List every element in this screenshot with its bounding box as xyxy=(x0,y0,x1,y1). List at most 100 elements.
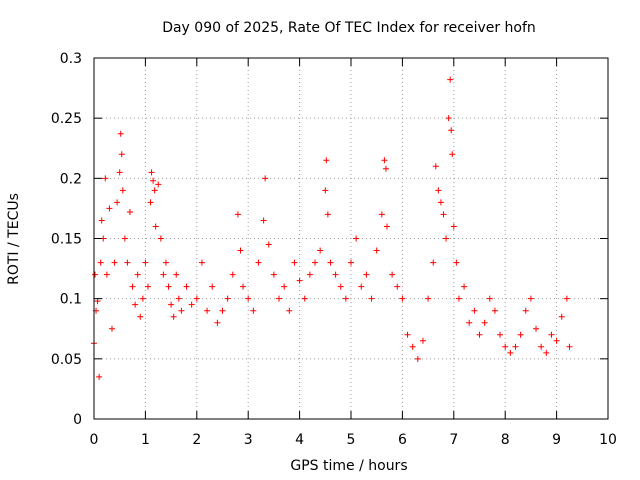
data-point xyxy=(368,295,375,302)
data-point xyxy=(229,271,236,278)
data-point xyxy=(103,271,110,278)
data-point xyxy=(157,235,164,242)
data-point xyxy=(144,283,151,290)
data-point xyxy=(291,259,298,266)
data-point xyxy=(173,271,180,278)
data-point xyxy=(447,76,454,83)
data-point xyxy=(450,223,457,230)
data-point xyxy=(445,115,452,122)
data-point xyxy=(342,295,349,302)
x-tick-label: 3 xyxy=(244,432,253,448)
data-point xyxy=(151,187,158,194)
data-point xyxy=(425,295,432,302)
data-point xyxy=(435,187,442,194)
y-tick-label: 0.1 xyxy=(60,292,82,308)
data-point xyxy=(250,307,257,314)
data-point xyxy=(324,211,331,218)
data-point xyxy=(183,283,190,290)
data-point xyxy=(502,343,509,350)
data-point xyxy=(419,337,426,344)
data-point xyxy=(108,325,115,332)
data-point xyxy=(378,211,385,218)
data-point xyxy=(276,295,283,302)
data-point xyxy=(155,181,162,188)
data-point xyxy=(193,295,200,302)
data-point xyxy=(121,235,128,242)
x-tick-label: 2 xyxy=(192,432,201,448)
data-point xyxy=(97,259,104,266)
data-point xyxy=(240,283,247,290)
data-point xyxy=(148,169,155,176)
x-tick-label: 8 xyxy=(501,432,510,448)
data-point xyxy=(142,259,149,266)
data-point xyxy=(358,283,365,290)
data-point xyxy=(245,295,252,302)
data-point xyxy=(111,259,118,266)
data-point xyxy=(455,295,462,302)
data-point xyxy=(522,307,529,314)
data-point xyxy=(139,295,146,302)
axis-ticks xyxy=(93,57,609,420)
data-point xyxy=(381,157,388,164)
data-point xyxy=(533,325,540,332)
data-point xyxy=(353,235,360,242)
grid-lines xyxy=(94,58,608,419)
data-point xyxy=(322,187,329,194)
data-point xyxy=(399,295,406,302)
x-tick-label: 10 xyxy=(599,432,617,448)
data-point xyxy=(317,247,324,254)
data-point xyxy=(198,259,205,266)
data-point xyxy=(129,283,136,290)
y-tick-labels: 0 0.05 0.1 0.15 0.2 0.25 0.3 xyxy=(51,51,82,428)
y-tick-label: 0.05 xyxy=(51,352,82,368)
data-point xyxy=(332,271,339,278)
data-point xyxy=(491,307,498,314)
data-point xyxy=(281,283,288,290)
data-point xyxy=(512,343,519,350)
y-axis-label: ROTI / TECUs xyxy=(6,193,22,285)
data-point xyxy=(265,241,272,248)
data-point xyxy=(443,235,450,242)
data-point xyxy=(517,331,524,338)
data-point xyxy=(162,259,169,266)
data-point xyxy=(394,283,401,290)
data-point xyxy=(160,271,167,278)
data-point xyxy=(270,271,277,278)
data-point xyxy=(114,199,121,206)
data-point xyxy=(306,271,313,278)
data-point xyxy=(147,199,154,206)
data-point xyxy=(92,271,99,278)
data-point xyxy=(188,301,195,308)
data-point xyxy=(224,295,231,302)
data-point xyxy=(449,151,456,158)
chart-title: Day 090 of 2025, Rate Of TEC Index for r… xyxy=(162,20,536,36)
data-point xyxy=(237,247,244,254)
data-point xyxy=(404,331,411,338)
data-point xyxy=(119,187,126,194)
x-tick-label: 9 xyxy=(552,432,561,448)
data-point xyxy=(116,169,123,176)
data-point xyxy=(262,175,269,182)
y-tick-label: 0.15 xyxy=(51,232,82,248)
data-point xyxy=(312,259,319,266)
data-point xyxy=(527,295,534,302)
data-point xyxy=(481,319,488,326)
data-point xyxy=(440,211,447,218)
data-point xyxy=(178,307,185,314)
x-tick-label: 0 xyxy=(90,432,99,448)
data-point xyxy=(543,349,550,356)
data-point xyxy=(389,271,396,278)
y-tick-label: 0.3 xyxy=(60,51,82,67)
data-point xyxy=(471,307,478,314)
data-point xyxy=(507,349,514,356)
data-points xyxy=(91,76,573,380)
data-point xyxy=(373,247,380,254)
data-point xyxy=(327,259,334,266)
data-point xyxy=(98,217,105,224)
data-point xyxy=(414,355,421,362)
x-tick-label: 4 xyxy=(295,432,304,448)
data-point xyxy=(132,301,139,308)
data-point xyxy=(337,283,344,290)
data-point xyxy=(126,209,133,216)
